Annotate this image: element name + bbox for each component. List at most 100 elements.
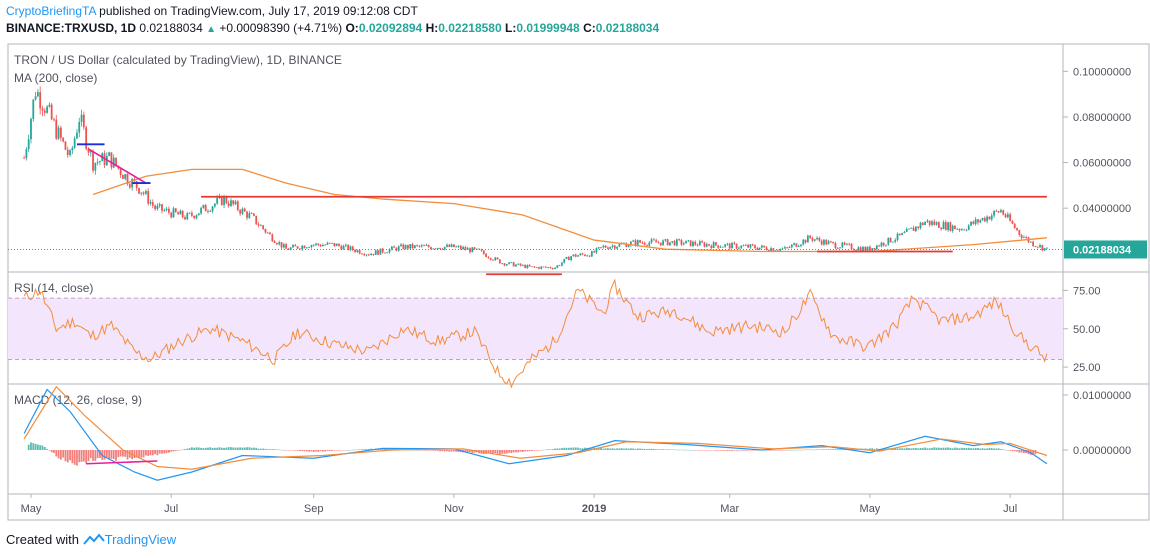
macd-histogram-bar [1000, 449, 1002, 450]
macd-histogram-bar [434, 450, 437, 451]
open-label: O: [345, 21, 359, 35]
macd-histogram-bar [390, 448, 393, 450]
candle-body [241, 208, 244, 214]
macd-histogram-bar [448, 450, 451, 452]
candle-body [544, 266, 547, 268]
candle-body [46, 106, 48, 113]
candle-body [935, 222, 938, 225]
candle-body [294, 245, 297, 247]
candle-body [997, 211, 1000, 213]
candle-body [163, 210, 166, 211]
candle-body [1025, 237, 1028, 239]
macd-histogram-bar [423, 450, 425, 451]
candle-body [848, 243, 851, 245]
up-arrow-icon: ▲ [206, 24, 217, 35]
candle-body [363, 254, 366, 256]
candle-body [71, 147, 74, 151]
candle-body [590, 251, 593, 257]
macd-histogram-bar [455, 450, 458, 452]
candle-body [825, 239, 828, 245]
candle-body [57, 127, 60, 139]
candle-body [418, 245, 421, 247]
last-price-badge [1064, 240, 1147, 259]
candle-body [1018, 230, 1021, 235]
candle-body [908, 228, 910, 230]
candle-body [264, 228, 267, 233]
candle-body [496, 257, 499, 260]
candle-body [765, 247, 768, 250]
macd-histogram-bar [629, 448, 632, 450]
macd-histogram-bar [315, 450, 317, 452]
candle-body [296, 246, 299, 249]
candle-body [671, 241, 674, 243]
author-link[interactable]: CryptoBriefingTA [6, 4, 96, 18]
candle-body [636, 240, 639, 246]
candle-body [584, 254, 586, 256]
macd-histogram-bar [165, 450, 168, 454]
price-pane-title: TRON / US Dollar (calculated by TradingV… [14, 53, 342, 67]
candle-body [540, 266, 543, 269]
macd-histogram-bar [781, 450, 784, 451]
macd-histogram-bar [450, 450, 453, 452]
candle-body [340, 245, 343, 250]
macd-histogram-bar [239, 447, 242, 450]
macd-histogram-bar [825, 449, 828, 450]
candle-body [827, 241, 830, 245]
candle-body [209, 211, 212, 212]
candle-body [937, 222, 940, 228]
macd-histogram-bar [358, 449, 361, 450]
macd-histogram-bar [634, 448, 637, 450]
candle-body [650, 239, 653, 243]
candle-body [721, 246, 724, 248]
macd-histogram-bar [365, 448, 368, 450]
macd-histogram-bar [269, 449, 271, 450]
macd-histogram-bar [36, 444, 39, 450]
candle-body [138, 188, 140, 194]
candle-body [310, 245, 313, 248]
macd-histogram-bar [167, 450, 170, 453]
macd-histogram-bar [361, 449, 363, 450]
macd-histogram-bar [110, 450, 113, 459]
candle-body [289, 247, 292, 250]
macd-histogram-bar [209, 447, 212, 450]
published-text: published on TradingView.com, July 17, 2… [99, 4, 418, 18]
tradingview-brand[interactable]: TradingView [104, 532, 177, 547]
macd-histogram-bar [39, 445, 42, 450]
candle-body [96, 161, 99, 163]
macd-histogram-bar [625, 448, 628, 450]
macd-histogram-bar [894, 448, 897, 450]
macd-histogram-bar [489, 450, 492, 454]
candle-body [682, 243, 685, 245]
candle-body [816, 237, 818, 240]
macd-histogram-bar [248, 447, 251, 450]
macd-histogram-bar [551, 449, 554, 450]
candle-body [397, 246, 400, 251]
macd-histogram-bar [623, 448, 625, 450]
candle-body [299, 248, 301, 250]
macd-histogram-bar [744, 450, 747, 451]
candle-body [878, 245, 881, 247]
candle-body [1036, 246, 1039, 248]
candle-body [763, 245, 766, 248]
macd-histogram-bar [193, 447, 196, 450]
time-tick-label: May [21, 503, 42, 515]
candle-body [542, 266, 545, 268]
macd-histogram-bar [841, 449, 844, 450]
candle-body [940, 227, 943, 230]
candle-body [783, 247, 786, 249]
candle-body [609, 246, 612, 249]
candle-body [565, 257, 568, 259]
macd-histogram-bar [197, 447, 200, 450]
candle-body [733, 242, 736, 244]
high-label: H: [425, 21, 439, 35]
candle-body [55, 119, 58, 139]
candle-body [515, 264, 517, 267]
candle-body [142, 192, 145, 194]
candle-body [703, 242, 706, 247]
candle-body [446, 244, 448, 247]
candle-body [50, 104, 53, 120]
macd-histogram-bar [852, 448, 855, 450]
candle-body [202, 204, 205, 208]
candle-body [990, 215, 993, 220]
